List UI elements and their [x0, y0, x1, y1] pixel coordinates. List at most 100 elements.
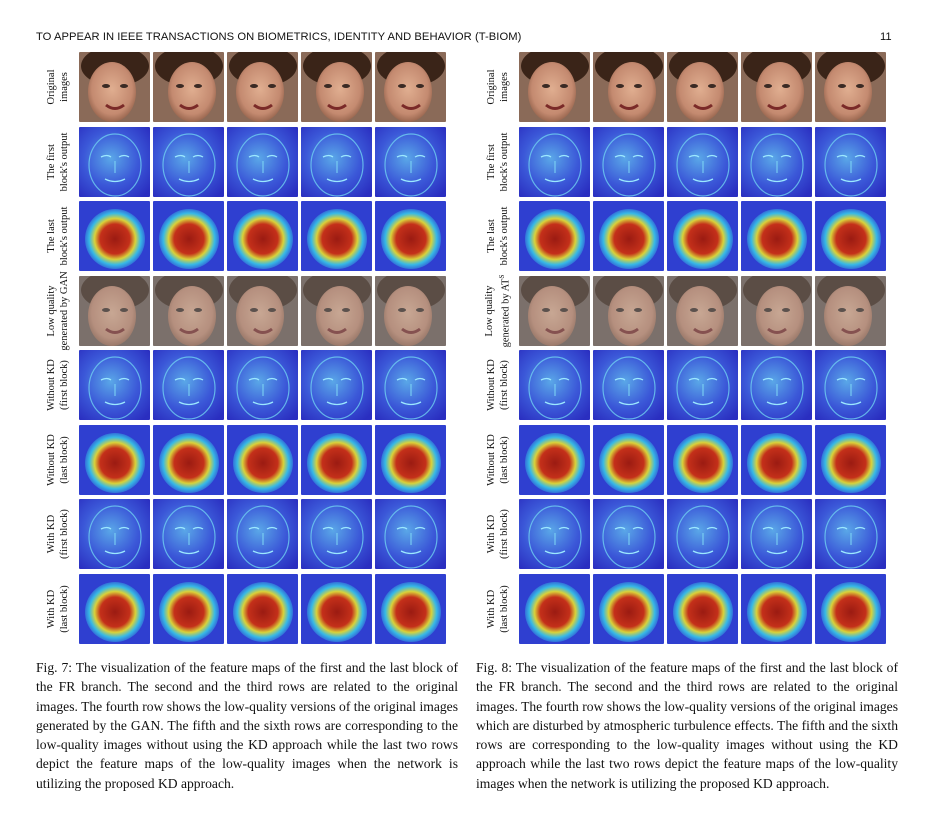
figure-tile	[301, 424, 372, 495]
row-label: Low quality generated by ATS	[480, 274, 516, 347]
row-label-line: (first block)	[58, 360, 70, 410]
figure-tile	[667, 424, 738, 495]
figure-tile	[375, 424, 446, 495]
figure-tile	[375, 126, 446, 197]
figure-tile	[227, 350, 298, 420]
figure-tile	[667, 201, 738, 271]
figure-tile	[667, 350, 738, 420]
row-label-line: Low quality	[483, 284, 495, 337]
figure-tile	[153, 573, 224, 644]
row-label-superscript: S	[497, 274, 506, 279]
row-label-line: Original	[45, 69, 57, 105]
row-label: With KD (first block)	[40, 498, 76, 570]
figure-tile	[227, 52, 298, 122]
row-label: Original images	[40, 51, 76, 123]
row-label-line: (last block)	[498, 584, 510, 633]
figure-tile	[301, 201, 372, 271]
row-label-line: With KD	[45, 514, 57, 554]
figure-tile	[593, 275, 664, 346]
figure-tile	[153, 201, 224, 271]
row-label-line: The last	[485, 219, 497, 253]
figure-tile	[79, 573, 150, 644]
row-label-line: (first block)	[498, 360, 510, 410]
figure-tile	[375, 499, 446, 569]
row-label: Without KD (last block)	[40, 424, 76, 496]
figure-tile	[375, 52, 446, 122]
row-label-line: (first block)	[58, 509, 70, 559]
figure-tile	[227, 201, 298, 271]
figure-tile	[815, 126, 886, 197]
row-label-line: With KD	[45, 589, 57, 628]
figure-tile	[667, 573, 738, 644]
row-label-line: The last	[45, 219, 57, 253]
row-label-line: Original	[485, 69, 497, 105]
figure-tile	[79, 275, 150, 346]
row-label-line: block's output	[498, 132, 510, 191]
figure-tile	[593, 499, 664, 569]
figure-tile	[741, 350, 812, 420]
figure-tile	[153, 52, 224, 122]
figure-tile	[593, 573, 664, 644]
row-label-line: Low quality	[45, 284, 57, 337]
figure-tile	[815, 52, 886, 122]
figure-tile	[815, 201, 886, 271]
figure-tile	[301, 52, 372, 122]
figure-tile	[153, 275, 224, 346]
figure-tile	[375, 350, 446, 420]
figure-tile	[79, 424, 150, 495]
figure-tile	[227, 424, 298, 495]
figure-tile	[79, 126, 150, 197]
row-label-line: block's output	[58, 206, 70, 266]
figure-tile	[593, 126, 664, 197]
row-label-line: Without KD	[45, 359, 57, 411]
row-label-line: generated by ATS	[497, 274, 512, 347]
figure-tile	[519, 275, 590, 346]
figure-tile	[741, 573, 812, 644]
figure-tile	[815, 424, 886, 495]
figure-tile	[153, 424, 224, 495]
figure-tile	[519, 52, 590, 122]
row-label-line: The first	[45, 143, 57, 180]
row-label-line: (last block)	[58, 584, 70, 633]
figure-tile	[301, 126, 372, 197]
figure-tile	[593, 52, 664, 122]
row-label-line: images	[58, 72, 70, 102]
row-label: Low quality generated by GAN	[40, 271, 76, 350]
figure-tile	[375, 201, 446, 271]
figure-tile	[301, 499, 372, 569]
figure-tile	[153, 499, 224, 569]
figure-tile	[79, 350, 150, 420]
figure-tile	[593, 424, 664, 495]
figure-tile	[519, 201, 590, 271]
figure-tile	[519, 499, 590, 569]
row-label-line: Without KD	[485, 359, 497, 411]
row-label: The last block's output	[480, 200, 516, 272]
row-label-line: The first	[485, 143, 497, 180]
figure-tile	[815, 275, 886, 346]
row-label-line: With KD	[485, 514, 497, 554]
figure-7-caption: Fig. 7: The visualization of the feature…	[36, 660, 458, 791]
row-label: The last block's output	[40, 200, 76, 272]
page-number: 11	[880, 31, 892, 43]
row-label-line: block's output	[498, 206, 510, 266]
figure-tile	[375, 573, 446, 644]
figure-tile	[153, 126, 224, 197]
figure-tile	[741, 424, 812, 495]
figure-tile	[227, 126, 298, 197]
figure-tile	[815, 350, 886, 420]
row-label: Without KD (first block)	[480, 349, 516, 421]
row-label-line: (first block)	[498, 509, 510, 559]
row-label-line: (last block)	[498, 435, 510, 484]
figure-tile	[519, 126, 590, 197]
row-label: Without KD (first block)	[40, 349, 76, 421]
figure-tile	[301, 275, 372, 346]
journal-header: TO APPEAR IN IEEE TRANSACTIONS ON BIOMET…	[36, 31, 522, 43]
row-label-line: block's output	[58, 132, 70, 191]
row-label-line: images	[498, 72, 510, 102]
figure-tile	[667, 126, 738, 197]
row-label: The first block's output	[480, 126, 516, 198]
figure-tile	[227, 573, 298, 644]
figure-tile	[79, 499, 150, 569]
figure-tile	[741, 201, 812, 271]
figure-tile	[667, 499, 738, 569]
